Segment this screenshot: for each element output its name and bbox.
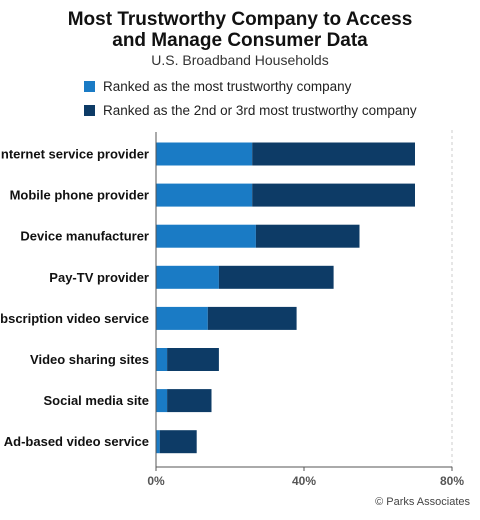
bar-segment-primary	[156, 348, 168, 371]
bar-segment-secondary	[255, 224, 360, 248]
legend-swatch-primary	[84, 80, 95, 92]
bar-segment-primary	[156, 183, 253, 207]
bar-segment-secondary	[252, 183, 415, 207]
bar-segment-primary	[156, 430, 160, 454]
bar-segment-primary	[156, 265, 219, 289]
x-tick-label: 0%	[147, 474, 165, 488]
x-tick-label: 40%	[292, 474, 316, 488]
x-tick-label: 80%	[440, 474, 464, 488]
category-label: Mobile phone provider	[10, 188, 149, 203]
bar-segment-secondary	[159, 430, 197, 454]
legend-item-second-third: Ranked as the 2nd or 3rd most trustworth…	[84, 101, 417, 119]
chart-title-line-2: and Manage Consumer Data	[112, 30, 368, 51]
category-label: Pay-TV provider	[49, 270, 149, 285]
bar-segment-primary	[156, 389, 168, 413]
legend-label-secondary: Ranked as the 2nd or 3rd most trustworth…	[103, 102, 417, 118]
category-label: Device manufacturer	[20, 229, 149, 244]
legend-label-primary: Ranked as the most trustworthy company	[103, 78, 352, 94]
category-label: Ad-based video service	[4, 434, 149, 449]
source-credit: © Parks Associates	[375, 496, 470, 508]
bar-segment-primary	[156, 224, 256, 248]
chart-title-line-1: Most Trustworthy Company to Access	[67, 9, 413, 30]
bar-segment-secondary	[252, 142, 415, 166]
chart-subtitle: U.S. Broadband Households	[151, 52, 329, 68]
bar-segment-secondary	[167, 389, 212, 413]
bar-segment-secondary	[207, 306, 297, 330]
bar-segment-secondary	[218, 265, 334, 289]
category-label: Video sharing sites	[30, 352, 149, 367]
bar-segment-secondary	[167, 348, 219, 371]
legend-swatch-secondary	[84, 104, 95, 116]
legend-item-most-trustworthy: Ranked as the most trustworthy company	[84, 77, 351, 95]
bar-segment-primary	[156, 142, 253, 166]
category-label: Subscription video service	[0, 311, 149, 326]
category-label: Internet service provider	[0, 147, 149, 162]
category-label: Social media site	[44, 393, 150, 408]
bar-segment-primary	[156, 306, 208, 330]
